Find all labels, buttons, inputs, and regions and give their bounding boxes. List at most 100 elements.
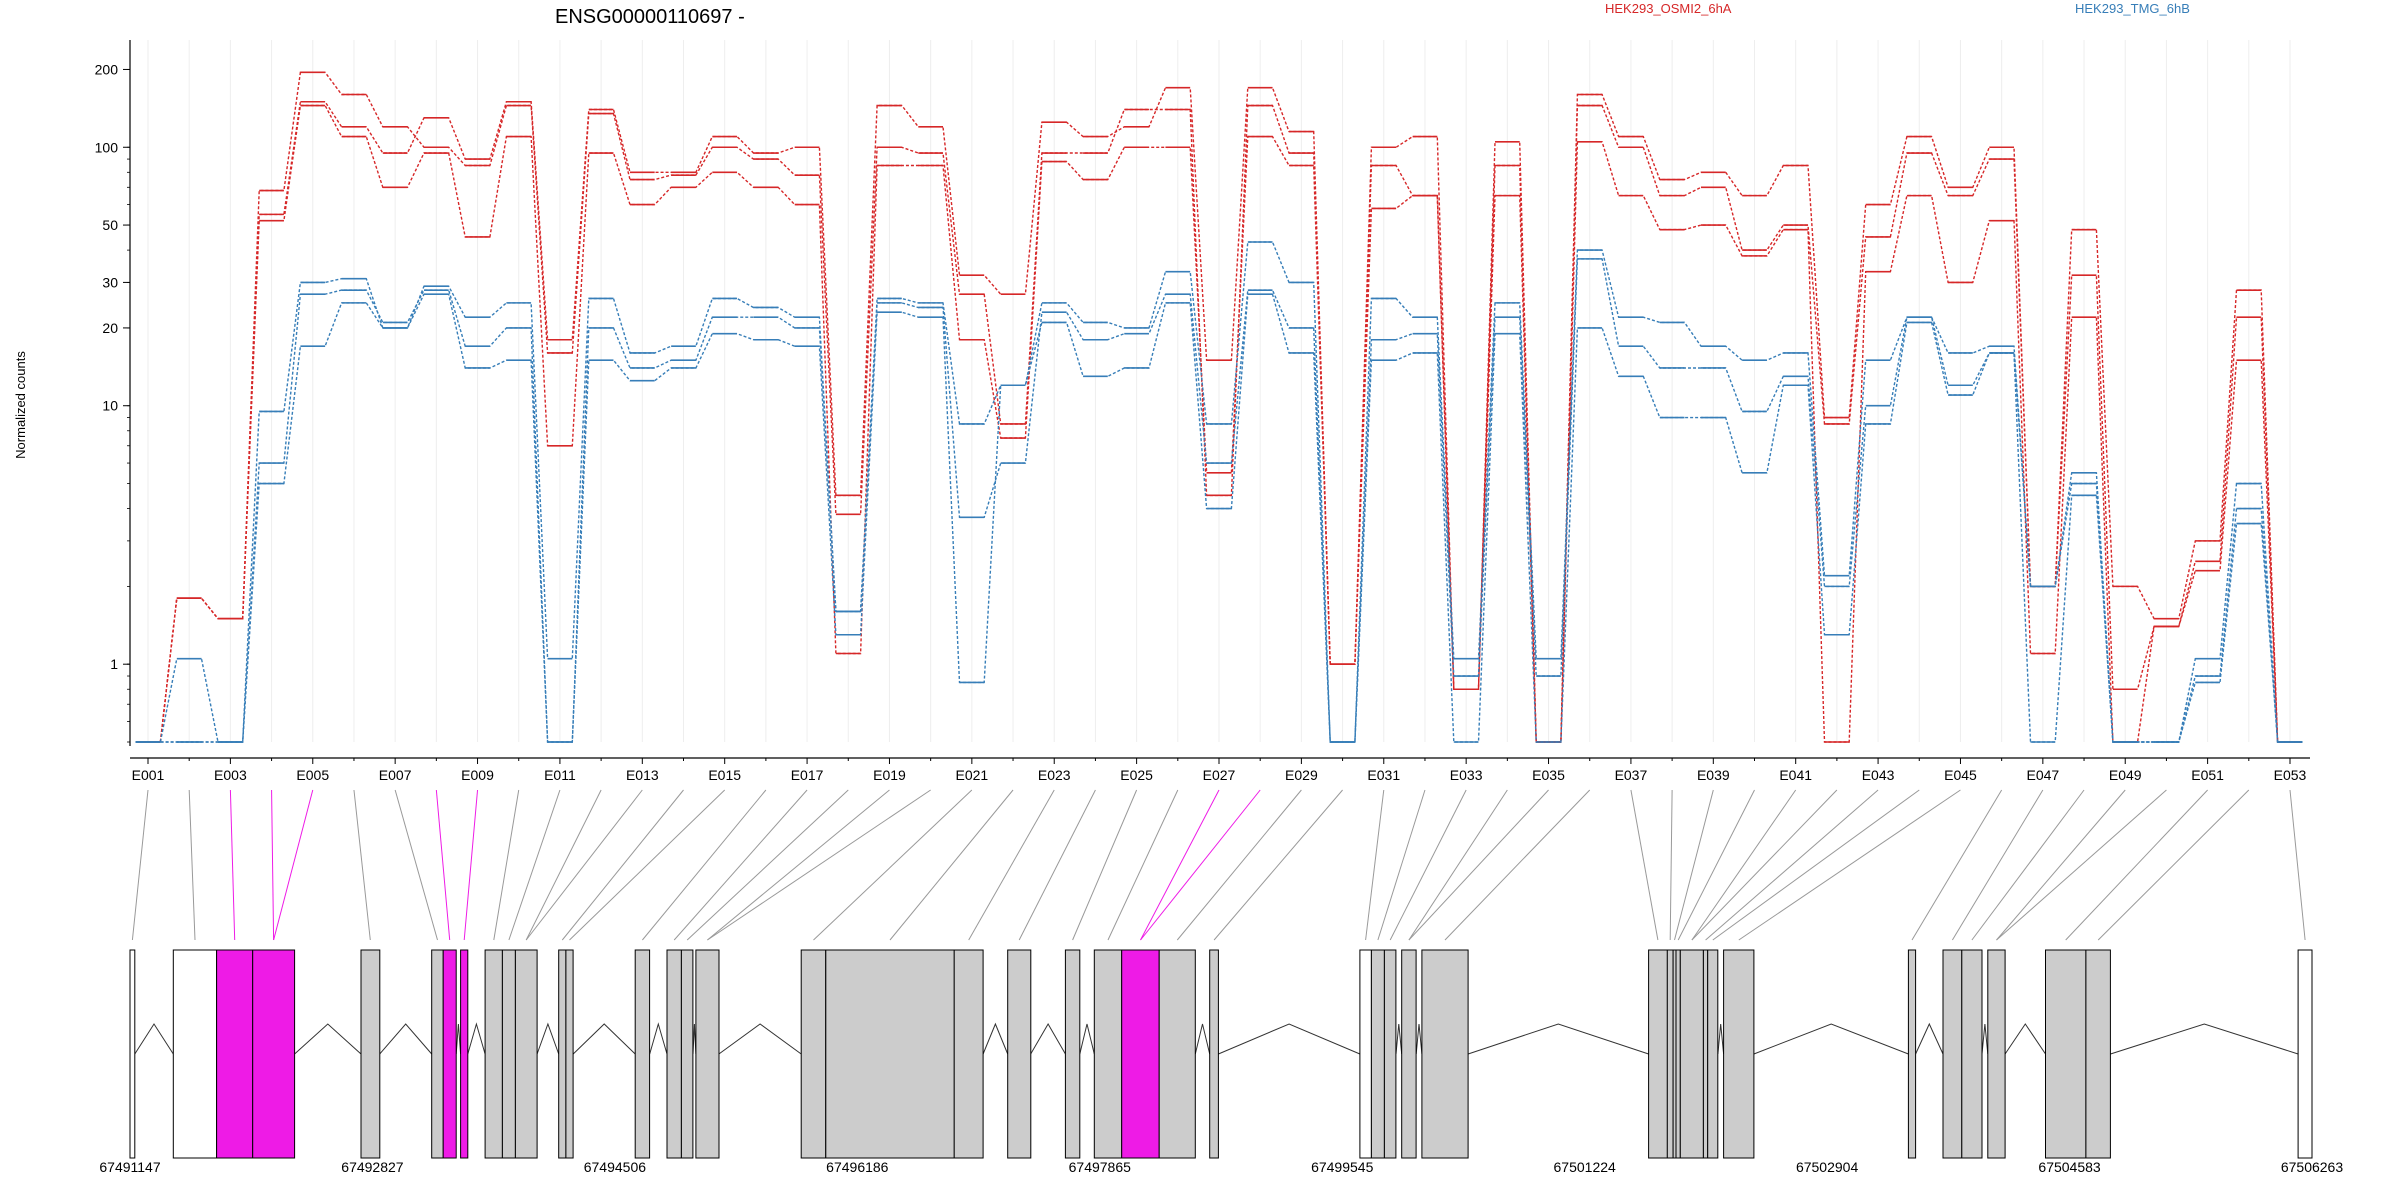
exon-segment-6 [431,949,444,1159]
x-tick-label-e053: E053 [2274,767,2307,783]
x-tick-label-e005: E005 [296,767,329,783]
x-tick-label-e003: E003 [214,767,247,783]
legend-label-osmi2: HEK293_OSMI2_6hA [1605,1,1732,16]
y-tick-label: 1 [110,656,118,672]
connector-e025 [1072,789,1138,941]
connector-e007 [394,789,438,941]
exon-segment-25 [1158,949,1196,1159]
intron-line [1753,1023,1909,1055]
x-tick-label-e021: E021 [955,767,988,783]
exon-segment-15 [666,949,682,1159]
x-tick-label-e043: E043 [1862,767,1895,783]
connector-e033 [1389,789,1467,941]
connector-e038 [1669,789,1673,941]
exon-segment-13 [565,949,574,1159]
exon-segment-1 [129,949,136,1159]
connector-e040 [1677,789,1755,941]
connector-e028 [1140,789,1261,941]
x-tick-label-e039: E039 [1697,767,1730,783]
exon-segment-12 [558,949,567,1159]
connector-e006 [353,789,371,941]
connector-e051 [2065,789,2208,941]
intron-line [1981,1023,1989,1055]
series-line-1 [135,71,2303,743]
x-tick-label-e035: E035 [1532,767,1565,783]
connector-e013 [525,789,643,941]
intron-line [1194,1023,1211,1055]
coordinate-label: 67506263 [2281,1159,2344,1175]
intron-line [134,1023,174,1055]
intron-line [1079,1023,1095,1055]
intron-line [467,1022,486,1055]
x-tick-label-e019: E019 [873,767,906,783]
connector-e014 [561,789,684,941]
connector-e030 [1213,789,1343,941]
intron-line [718,1023,802,1055]
intron-line [2110,1023,2299,1055]
exon-segment-18 [800,949,827,1159]
connector-e015 [569,789,726,941]
connector-e019 [707,789,890,941]
connector-e053 [2289,789,2306,941]
plot-series [135,71,2303,743]
coordinate-label: 67501224 [1554,1159,1617,1175]
exon-segment-2 [172,949,218,1159]
connector-e048 [1971,789,2085,941]
exon-segment-14 [634,949,651,1159]
connector-e016 [642,789,767,941]
connector-e018 [686,789,849,941]
exon-segment-22 [1064,949,1081,1159]
x-tick-label-e001: E001 [132,767,165,783]
connector-e047 [1951,789,2044,941]
coordinate-label: 67494506 [584,1159,647,1175]
x-tick-label-e015: E015 [708,767,741,783]
connector-e052 [2097,789,2250,941]
exon-segment-31 [1421,949,1469,1159]
x-tick-label-e049: E049 [2109,767,2142,783]
exon-segment-46 [2297,949,2313,1159]
connector-e011 [508,789,561,941]
y-tick-label: 200 [95,61,119,77]
intron-line [294,1023,362,1055]
exon-segment-43 [1987,949,2006,1159]
x-tick-label-e017: E017 [791,767,824,783]
exon-segment-8 [460,949,469,1159]
x-tick-label-e051: E051 [2191,767,2224,783]
exon-segment-37 [1702,949,1709,1159]
coordinate-label: 67496186 [826,1159,889,1175]
connector-e039 [1674,789,1714,941]
connector-e022 [889,789,1014,941]
connector-e050 [1996,789,2167,941]
y-tick-label: 10 [102,398,118,414]
exon-segment-42 [1961,949,1983,1159]
y-tick-label: 100 [95,139,119,155]
intron-line [455,1023,462,1055]
x-tick-label-e029: E029 [1285,767,1318,783]
exon-segment-28 [1370,949,1385,1159]
exon-segment-24 [1121,949,1160,1159]
intron-line [1717,1023,1725,1055]
connector-e044 [1712,789,1920,941]
exon-segment-23 [1093,949,1123,1159]
x-tick-label-e023: E023 [1038,767,1071,783]
exon-segment-26 [1209,949,1219,1159]
coordinate-label: 67499545 [1311,1159,1374,1175]
exon-segment-39 [1723,949,1755,1159]
connector-e010 [493,789,520,941]
intron-line [1218,1023,1361,1055]
exon-segment-30 [1401,949,1417,1159]
x-tick-label-e033: E033 [1450,767,1483,783]
coordinate-label: 67502904 [1796,1159,1859,1175]
x-tick-label-e009: E009 [461,767,494,783]
connector-e029 [1176,789,1302,941]
y-tick-label: 20 [102,320,118,336]
intron-line [2004,1023,2046,1055]
connector-e024 [1018,789,1096,941]
x-tick-label-e047: E047 [2026,767,2059,783]
exon-segment-40 [1907,949,1917,1159]
exon-segment-3 [216,949,254,1159]
connector-e049 [1996,789,2126,941]
y-axis-label: Normalized counts [13,351,28,459]
intron-line [1395,1023,1403,1055]
